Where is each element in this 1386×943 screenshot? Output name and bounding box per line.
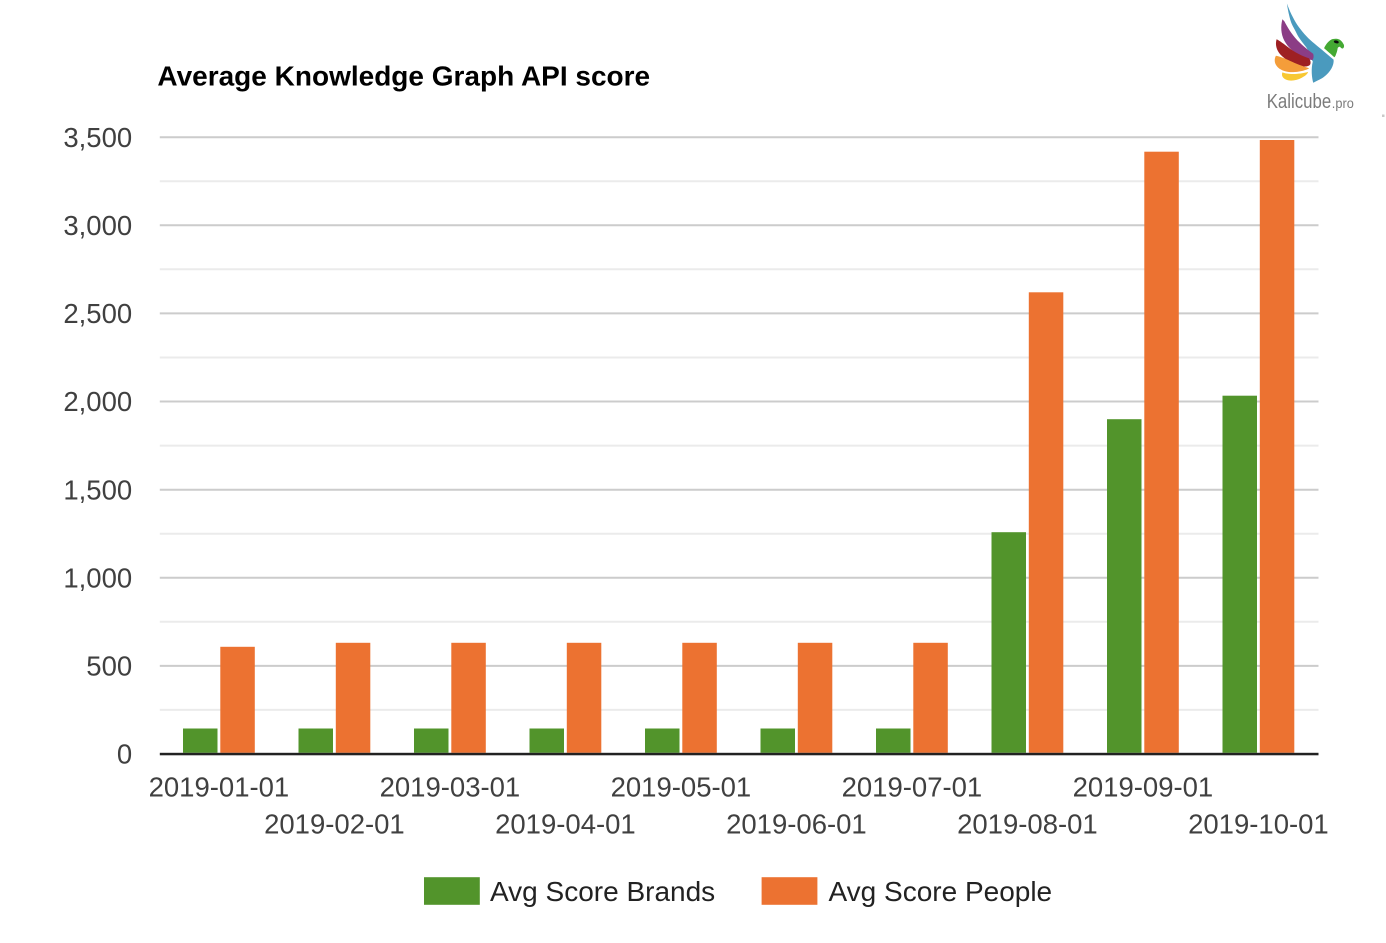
svg-text:2019-02-01: 2019-02-01	[264, 808, 405, 839]
svg-text:2019-07-01: 2019-07-01	[842, 771, 983, 802]
svg-text:2019-10-01: 2019-10-01	[1188, 808, 1329, 839]
svg-text:2,500: 2,500	[63, 298, 132, 329]
svg-text:2019-01-01: 2019-01-01	[149, 771, 290, 802]
svg-text:2,000: 2,000	[63, 386, 132, 417]
svg-text:2019-04-01: 2019-04-01	[495, 808, 636, 839]
svg-text:2019-06-01: 2019-06-01	[726, 808, 867, 839]
svg-text:Avg Score People: Avg Score People	[829, 876, 1053, 907]
svg-text:500: 500	[86, 651, 132, 682]
svg-text:1,500: 1,500	[63, 474, 132, 505]
svg-text:Avg Score Brands: Avg Score Brands	[490, 876, 715, 907]
svg-text:Average Knowledge Graph API sc: Average Knowledge Graph API score	[157, 60, 650, 91]
svg-text:2019-09-01: 2019-09-01	[1073, 771, 1214, 802]
svg-text:2019-05-01: 2019-05-01	[611, 771, 752, 802]
svg-text:1,000: 1,000	[63, 563, 132, 594]
svg-text:2019-03-01: 2019-03-01	[380, 771, 521, 802]
svg-text:Kalicube: Kalicube	[1267, 90, 1332, 113]
svg-text:2019-08-01: 2019-08-01	[957, 808, 1098, 839]
svg-text:3,500: 3,500	[63, 122, 132, 153]
svg-text:.pro: .pro	[1332, 95, 1354, 111]
svg-text:0: 0	[117, 738, 132, 769]
svg-text:3,000: 3,000	[63, 210, 132, 241]
